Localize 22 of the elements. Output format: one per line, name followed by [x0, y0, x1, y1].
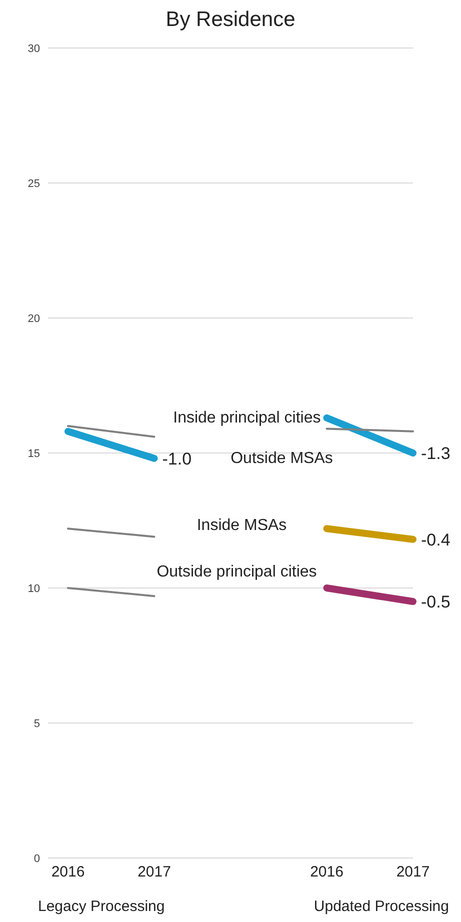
- x-tick-label: 2017: [396, 864, 430, 881]
- text: -0.5: [421, 592, 450, 612]
- y-tick-label: 0: [34, 852, 40, 865]
- y-tick-label: 5: [34, 718, 40, 730]
- series-label: Outside MSAs: [230, 450, 333, 468]
- text: -0.4: [421, 530, 450, 550]
- series-label: Outside principal cities: [156, 564, 317, 580]
- y-tick-label: 10: [28, 582, 40, 595]
- series-label: Inside principal cities: [173, 409, 321, 426]
- annotation: -1.0: [162, 449, 192, 468]
- y-tick-label: 30: [28, 42, 40, 55]
- y-tick-label: 20: [28, 312, 40, 325]
- x-tick-label: 2016: [51, 864, 85, 881]
- text: Legacy Processing: [38, 898, 165, 915]
- text: Inside MSAs: [196, 517, 287, 534]
- x-tick-label: 2016: [310, 864, 344, 881]
- y-tick-label: 15: [28, 448, 40, 460]
- text: Updated Processing: [314, 898, 449, 915]
- chart-title: By Residence: [164, 8, 296, 32]
- x-tick-label: 2017: [138, 864, 171, 881]
- y-tick-label: 25: [28, 178, 40, 190]
- text: -1.3: [421, 444, 450, 464]
